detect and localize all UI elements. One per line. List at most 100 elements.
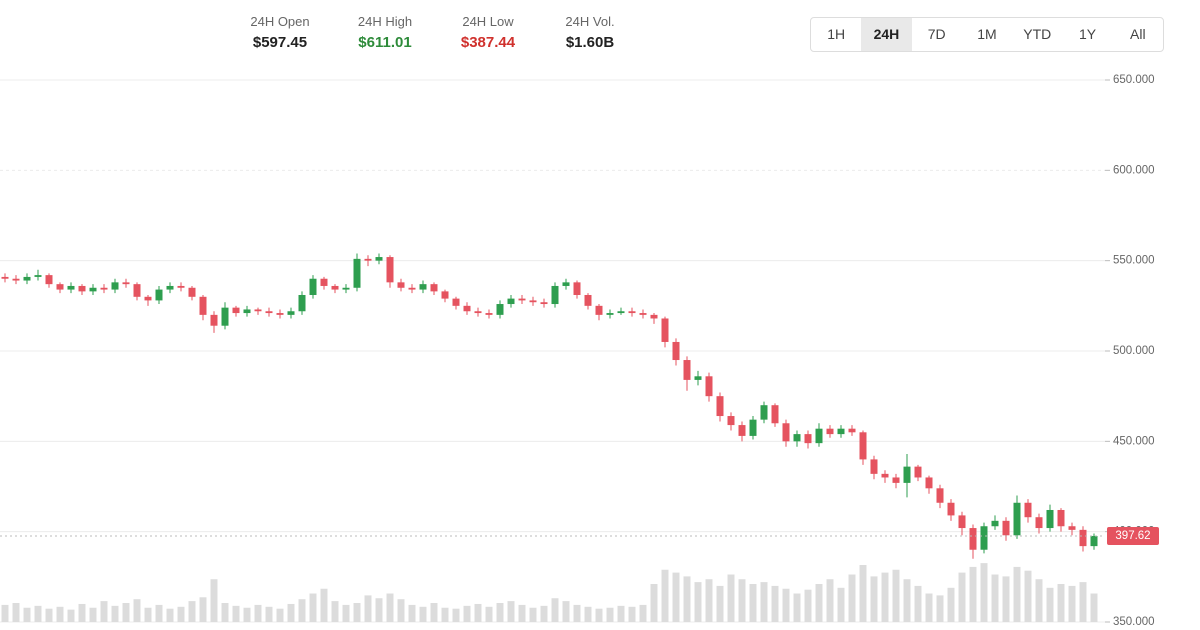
candle-body — [188, 287, 196, 297]
volume-bar — [727, 574, 735, 622]
range-button[interactable]: YTD — [1023, 26, 1052, 42]
volume-bar — [133, 599, 141, 622]
candle-body — [298, 294, 306, 312]
volume-bar — [122, 603, 130, 622]
candle-body — [1002, 520, 1010, 536]
candle-body — [507, 298, 515, 305]
candle-body — [419, 284, 427, 290]
candle-body — [925, 477, 933, 489]
stat-label: 24H Open — [250, 14, 310, 29]
candle-body — [991, 520, 999, 527]
volume-bar — [111, 605, 119, 622]
stat-value: $1.60B — [565, 34, 615, 51]
range-button[interactable]: 1M — [977, 26, 997, 42]
candle-body — [540, 302, 548, 305]
candle-body — [485, 313, 493, 315]
stat-value: $611.01 — [358, 34, 412, 51]
candle-body — [727, 416, 735, 426]
volume-bar — [56, 606, 64, 622]
candle-body — [397, 282, 405, 288]
volume-bar — [551, 598, 559, 622]
volume-bar — [331, 601, 339, 622]
range-button[interactable]: 24H — [861, 18, 912, 51]
volume-bar — [980, 563, 988, 622]
volume-bar — [375, 598, 383, 622]
volume-bar — [1035, 579, 1043, 622]
volume-bar — [1090, 593, 1098, 622]
volume-bar — [947, 587, 955, 622]
candle-body — [34, 275, 42, 277]
volume-bar — [1002, 576, 1010, 622]
volume-bar — [441, 607, 449, 622]
candle-body — [1046, 509, 1054, 529]
candle-body — [386, 257, 394, 283]
candle-body — [936, 488, 944, 503]
volume-bar — [837, 587, 845, 622]
stat-value: $387.44 — [460, 34, 516, 51]
last-price-label: 397.62 — [1115, 530, 1150, 542]
candle-body — [595, 305, 603, 315]
candle-body — [210, 314, 218, 326]
range-button[interactable]: 1Y — [1078, 26, 1097, 42]
candle-body — [551, 285, 559, 305]
volume-bar — [144, 607, 152, 622]
volume-bar — [78, 603, 86, 622]
candle-body — [331, 285, 339, 290]
candle-body — [1079, 529, 1087, 547]
volume-bar — [386, 593, 394, 622]
y-tick-label: 550.000 — [1113, 255, 1155, 267]
volume-bar — [100, 601, 108, 622]
candle-body — [617, 311, 625, 314]
candle-body — [529, 300, 537, 303]
candle-body — [859, 432, 867, 460]
volume-bar — [287, 603, 295, 622]
candle-body — [661, 318, 669, 342]
last-price-tag — [1107, 526, 1159, 545]
volume-bar — [1079, 582, 1087, 622]
stat: 24H Open $597.45 — [220, 14, 340, 51]
range-selector: 1H 24H 7D 1M YTD 1Y All — [810, 17, 1164, 52]
range-button[interactable]: All — [1130, 26, 1146, 42]
volume-bar — [298, 599, 306, 622]
y-tick-label: 600.000 — [1113, 164, 1155, 176]
candle-body — [111, 282, 119, 290]
volume-bar — [166, 608, 174, 622]
candle-body — [375, 257, 383, 261]
candle-body — [562, 282, 570, 286]
volume-bar — [485, 606, 493, 622]
y-tick-label: 500.000 — [1113, 345, 1155, 357]
candle-body — [771, 405, 779, 424]
volume-bar — [276, 608, 284, 622]
range-button[interactable]: 7D — [927, 26, 946, 42]
volume-bar — [309, 593, 317, 622]
candle-body — [1090, 535, 1098, 547]
volume-bar — [936, 595, 944, 622]
stat: 24H High $611.01 — [325, 14, 445, 51]
volume-bar — [760, 582, 768, 622]
candle-body — [980, 526, 988, 550]
volume-bar — [738, 579, 746, 622]
volume-bar — [562, 601, 570, 622]
volume-bar — [1013, 566, 1021, 622]
candle-body — [804, 434, 812, 444]
volume-bar — [914, 585, 922, 622]
candle-body — [232, 307, 240, 314]
volume-bar — [45, 608, 53, 622]
volume-bar — [243, 607, 251, 622]
volume-bar — [705, 579, 713, 622]
candle-body — [628, 311, 636, 314]
candle-body — [716, 396, 724, 417]
volume-bar — [903, 579, 911, 622]
candle-body — [342, 287, 350, 290]
volume-bar — [67, 609, 75, 622]
range-button[interactable]: 1H — [827, 26, 846, 42]
candle-body — [1, 276, 9, 279]
candle-body — [177, 285, 185, 288]
candle-body — [782, 423, 790, 442]
candle-body — [320, 278, 328, 286]
candle-body — [584, 294, 592, 306]
candle-body — [749, 419, 757, 436]
candle-body — [144, 296, 152, 301]
candle-body — [881, 473, 889, 478]
stat-value: $597.45 — [252, 34, 308, 51]
